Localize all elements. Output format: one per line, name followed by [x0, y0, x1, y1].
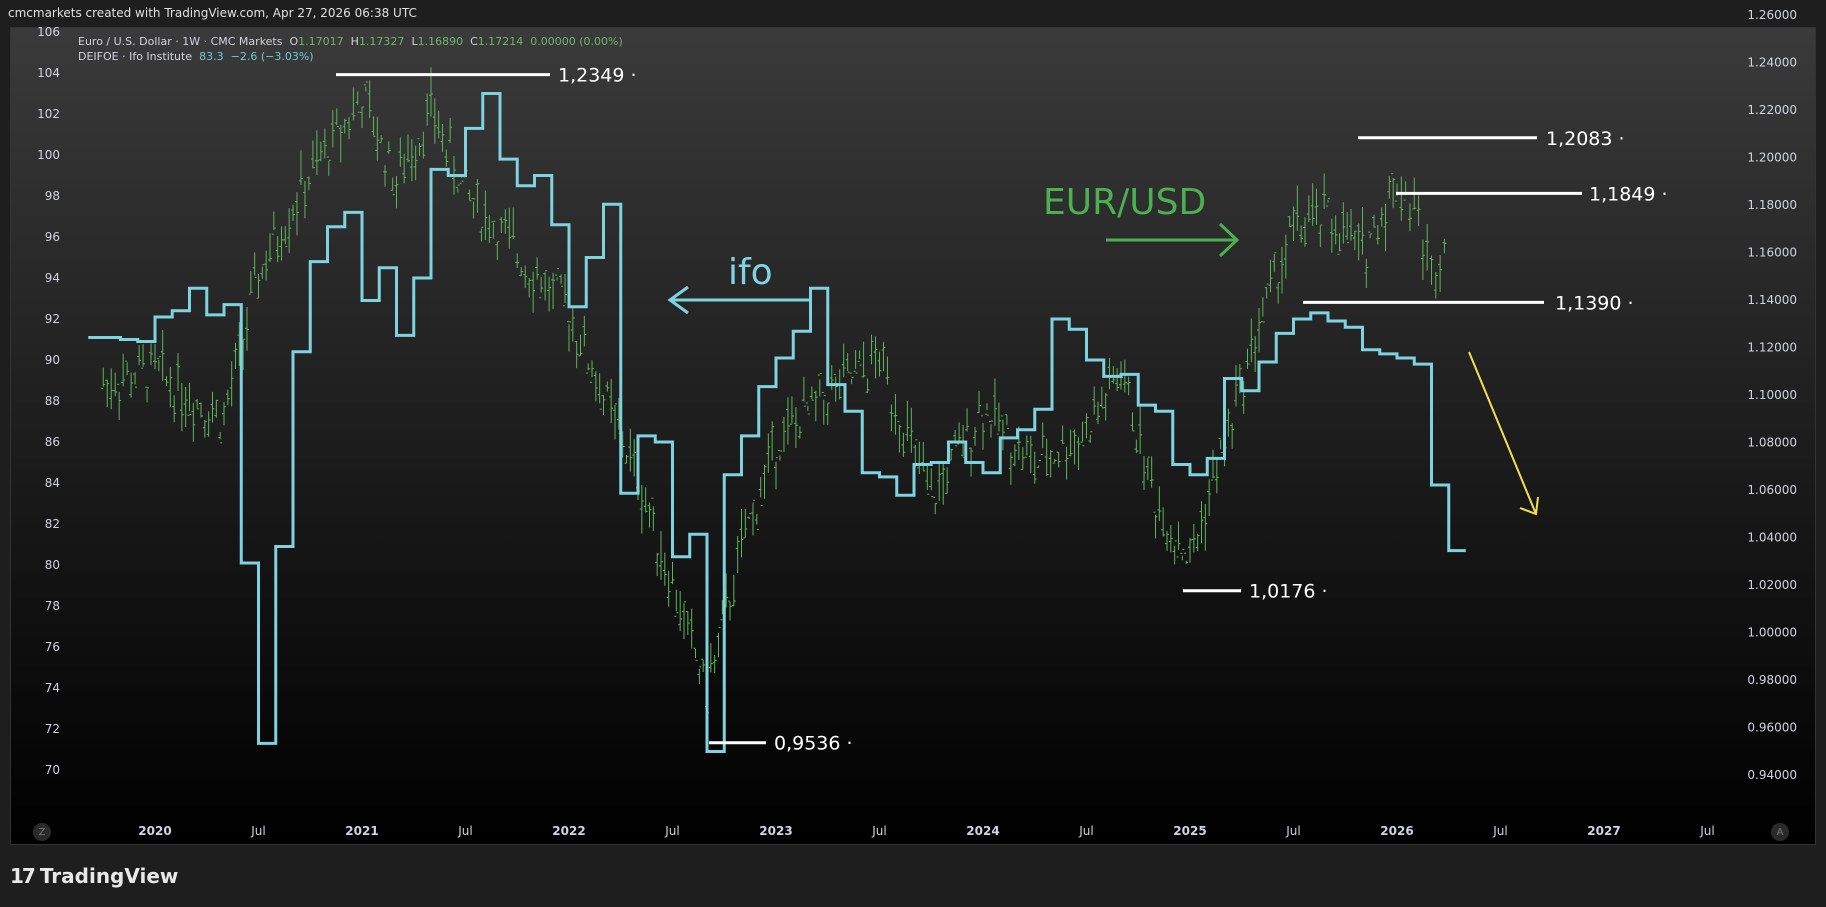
- tradingview-logo-icon: 17: [10, 864, 36, 888]
- eurusd-annotation-label: EUR/USD: [1043, 182, 1206, 223]
- left-axis-tick: 102: [37, 107, 60, 121]
- price-level-label: 1,1849 ·: [1589, 183, 1668, 205]
- right-axis-tick: 1.06000: [1747, 483, 1797, 497]
- time-axis-tick: Jul: [457, 824, 472, 838]
- time-axis-tick: Jul: [1078, 824, 1093, 838]
- time-axis-tick: 2025: [1173, 824, 1206, 838]
- time-axis-tick: 2020: [138, 824, 171, 838]
- right-axis-tick: 1.08000: [1747, 436, 1797, 450]
- eurusd-arrow-icon: [1106, 222, 1240, 258]
- price-level-label: 1,1390 ·: [1555, 292, 1634, 314]
- left-axis-tick: 74: [45, 681, 60, 695]
- time-axis-tick: Jul: [250, 824, 265, 838]
- chart-credit: cmcmarkets created with TradingView.com,…: [8, 6, 417, 20]
- right-axis-tick: 1.00000: [1747, 626, 1797, 640]
- left-axis-tick: 70: [45, 763, 60, 777]
- left-axis-tick: 76: [45, 640, 60, 654]
- price-level-label: 0,9536 ·: [774, 733, 853, 755]
- left-axis-tick: 72: [45, 722, 60, 736]
- right-axis-tick: 1.16000: [1747, 246, 1797, 260]
- time-axis-tick: Jul: [871, 824, 886, 838]
- left-axis-tick: 86: [45, 435, 60, 449]
- left-axis-tick: 98: [45, 189, 60, 203]
- left-axis-tick: 100: [37, 148, 60, 162]
- close-value: 1.17214: [477, 35, 524, 48]
- left-axis-tick: 94: [45, 271, 60, 285]
- right-axis-tick: 1.02000: [1747, 578, 1797, 592]
- main-series-title: Euro / U.S. Dollar · 1W · CMC Markets: [78, 35, 283, 48]
- left-axis-tick: 96: [45, 230, 60, 244]
- right-axis-tick: 1.18000: [1747, 198, 1797, 212]
- ifo-annotation-label: ifo: [728, 252, 773, 293]
- right-axis-tick: 0.94000: [1747, 768, 1797, 782]
- right-axis-tick: 1.26000: [1747, 8, 1797, 22]
- time-axis-tick: 2022: [552, 824, 585, 838]
- price-level-label: 1,2083 ·: [1546, 128, 1625, 150]
- eurusd-bars: [101, 67, 1447, 726]
- open-value: 1.17017: [298, 35, 344, 48]
- right-axis-tick: 1.10000: [1747, 388, 1797, 402]
- time-axis-tick: 2024: [966, 824, 999, 838]
- time-axis-tick: Jul: [1285, 824, 1300, 838]
- price-level-label: 1,2349 ·: [558, 65, 637, 87]
- left-axis-tick: 80: [45, 558, 60, 572]
- right-axis-tick: 1.24000: [1747, 56, 1797, 70]
- ifo-arrow-icon: [667, 285, 811, 315]
- time-axis-tick: 2026: [1380, 824, 1413, 838]
- chart-panel[interactable]: [10, 27, 1816, 845]
- right-axis-tick: 0.96000: [1747, 721, 1797, 735]
- right-axis-tick: 1.04000: [1747, 531, 1797, 545]
- right-axis-tick: 1.14000: [1747, 293, 1797, 307]
- left-axis-tick: 90: [45, 353, 60, 367]
- auto-scale-button[interactable]: A: [1771, 823, 1789, 841]
- left-axis-tick: 88: [45, 394, 60, 408]
- change-value: 0.00000 (0.00%): [530, 35, 623, 48]
- overlay-value: 83.3: [199, 50, 224, 63]
- time-axis-tick: Jul: [1492, 824, 1507, 838]
- low-value: 1.16890: [417, 35, 464, 48]
- high-value: 1.17327: [358, 35, 405, 48]
- right-axis-tick: 1.20000: [1747, 151, 1797, 165]
- ifo-line: [88, 92, 1466, 754]
- overlay-series-title: DEIFOE · Ifo Institute: [78, 50, 193, 63]
- left-axis-tick: 104: [37, 66, 60, 80]
- left-axis-tick: 84: [45, 476, 60, 490]
- time-axis-tick: Jul: [664, 824, 679, 838]
- price-level-label: 1,0176 ·: [1249, 581, 1328, 603]
- time-axis-tick: 2027: [1587, 824, 1620, 838]
- tradingview-brand: TradingView: [39, 864, 179, 888]
- left-axis-tick: 106: [37, 25, 60, 39]
- left-axis-tick: 78: [45, 599, 60, 613]
- legend-overlay-series: DEIFOE · Ifo Institute 83.3 −2.6 (−3.03%…: [78, 49, 623, 64]
- right-axis-tick: 1.12000: [1747, 341, 1797, 355]
- forecast-down-arrow-icon[interactable]: [1468, 351, 1539, 516]
- legend-main-series: Euro / U.S. Dollar · 1W · CMC Markets O1…: [78, 35, 623, 48]
- tradingview-logo[interactable]: 17 TradingView: [10, 864, 178, 888]
- overlay-change: −2.6 (−3.03%): [230, 50, 314, 63]
- zoom-reset-button[interactable]: Z: [33, 823, 51, 841]
- right-axis-tick: 1.22000: [1747, 103, 1797, 117]
- time-axis-tick: Jul: [1699, 824, 1714, 838]
- right-axis-tick: 0.98000: [1747, 673, 1797, 687]
- left-axis-tick: 92: [45, 312, 60, 326]
- left-axis-tick: 82: [45, 517, 60, 531]
- time-axis-tick: 2023: [759, 824, 792, 838]
- chart-legend: Euro / U.S. Dollar · 1W · CMC Markets O1…: [78, 34, 623, 64]
- time-axis-tick: 2021: [345, 824, 378, 838]
